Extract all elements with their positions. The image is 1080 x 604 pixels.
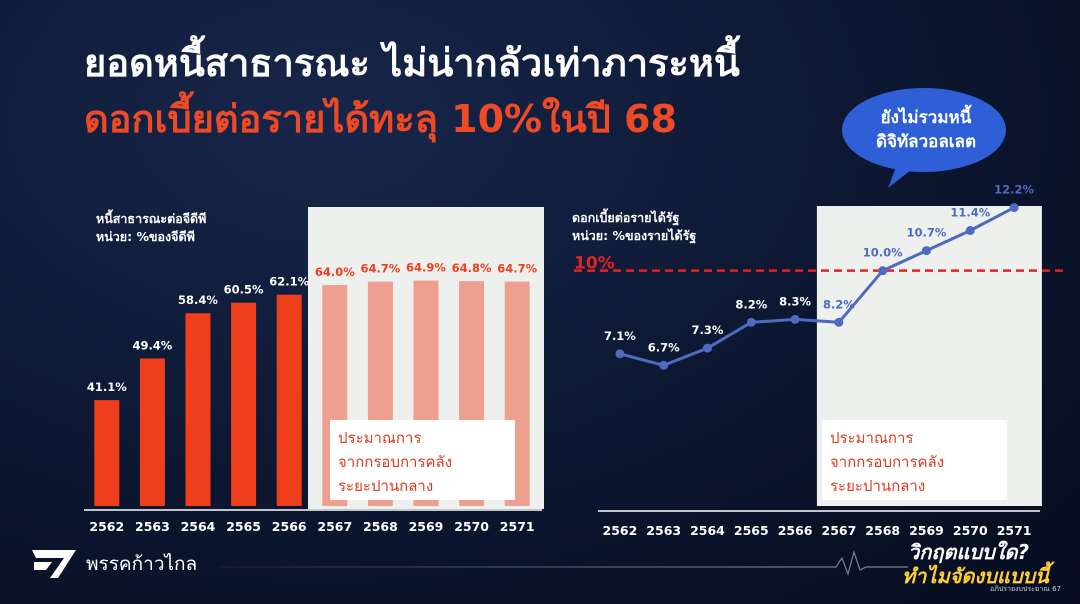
badge-line-1: วิกฤตแบบใด? [908,540,1030,564]
line-data-label-2566: 8.3% [779,294,811,308]
bar-data-label-2570: 64.8% [452,261,492,275]
bar-tick-2563: 2563 [135,519,170,534]
bar-tick-2566: 2566 [272,519,307,534]
line-data-label-2565: 8.2% [735,297,767,311]
party-name: พรรคก้าวไกล [86,553,198,575]
bar-chart-label-1: หนี้สาธารณะต่อจีดีพี [96,209,206,226]
bar-forecast-note-box [330,420,515,500]
bar-data-label-2571: 64.7% [497,262,537,276]
line-point-2568 [878,266,888,276]
line-data-label-2570: 11.4% [950,206,990,220]
campaign-badge: วิกฤตแบบใด? ทำไมจัดงบแบบนี้ อภิปรายงบประ… [902,532,1070,596]
threshold-label: 10% [574,254,615,274]
line-point-2564 [703,343,712,353]
line-data-label-2563: 6.7% [648,340,680,354]
bar-2565 [231,302,257,506]
line-forecast-note-2: จากกรอบการคลัง [830,453,944,471]
line-point-2570 [965,226,975,236]
line-forecast-note-3: ระยะปานกลาง [830,477,925,495]
line-data-label-2568: 10.0% [863,246,903,260]
decorative-pulse-line [218,549,908,576]
bar-tick-2562: 2562 [89,519,124,534]
title-line-1: ยอดหนี้สาธารณะ ไม่น่ากลัวเท่าภาระหนี้ [84,41,740,85]
bar-tick-2569: 2569 [409,519,444,534]
line-tick-2571: 2571 [997,523,1032,538]
speech-bubble: ยังไม่รวมหนี้ ดิจิทัลวอลเลต [838,84,1014,188]
line-chart-label-1: ดอกเบี้ยต่อรายได้รัฐ [572,208,680,226]
badge-line-2: ทำไมจัดงบแบบนี้ [902,564,1049,588]
line-data-label-2569: 10.7% [907,226,947,240]
bar-tick-2565: 2565 [226,519,261,534]
bar-2562 [94,400,120,506]
party-logo-icon [32,550,76,578]
bar-data-label-2569: 64.9% [406,261,446,275]
bar-data-label-2568: 64.7% [360,262,400,276]
line-point-2565 [746,317,756,327]
bar-tick-2567: 2567 [317,519,352,534]
line-tick-2570: 2570 [953,523,988,538]
bar-chart-label-2: หน่วย: %ของจีดีพี [96,229,195,244]
bubble-line-2: ดิจิทัลวอลเลต [875,132,977,152]
line-point-2563 [659,360,669,370]
bar-tick-2570: 2570 [454,519,489,534]
bar-2566 [276,294,302,506]
bar-2564 [185,313,211,506]
bar-forecast-note-3: ระยะปานกลาง [338,477,433,495]
bar-data-label-2567: 64.0% [315,265,355,279]
line-point-2562 [615,349,625,359]
bar-tick-2564: 2564 [181,519,216,534]
line-data-label-2564: 7.3% [692,323,724,337]
line-data-label-2567: 8.2% [823,297,855,311]
line-tick-2564: 2564 [690,523,725,538]
bar-tick-2568: 2568 [363,519,398,534]
bar-data-label-2566: 62.1% [269,275,309,289]
line-point-2569 [922,246,931,256]
bar-forecast-note-2: จากกรอบการคลัง [338,453,452,471]
line-tick-2562: 2562 [603,523,638,538]
line-tick-2566: 2566 [778,523,813,538]
line-series [619,206,1015,367]
line-tick-2565: 2565 [734,523,769,538]
speech-bubble-shape [842,88,1006,188]
party-logo: พรรคก้าวไกล [30,544,197,584]
line-tick-2563: 2563 [646,523,681,538]
line-tick-2569: 2569 [909,523,944,538]
title-line-2: ดอกเบี้ยต่อรายได้ทะลุ 10%ในปี 68 [84,97,677,141]
line-point-2571 [1009,203,1019,213]
badge-line-3: อภิปรายงบประมาณ 67 [990,585,1062,593]
bar-forecast-note-1: ประมาณการ [338,429,421,447]
line-forecast-note-1: ประมาณการ [830,429,913,447]
bar-data-label-2563: 49.4% [132,338,172,352]
line-tick-2567: 2567 [822,523,857,538]
line-tick-2568: 2568 [865,523,900,538]
bar-data-label-2562: 41.1% [87,380,127,394]
bubble-line-1: ยังไม่รวมหนี้ [880,108,972,128]
line-point-2567 [834,317,844,327]
bar-data-label-2565: 60.5% [224,283,264,297]
line-data-label-2571: 12.2% [994,183,1034,197]
line-data-label-2562: 7.1% [604,329,636,343]
bar-tick-2571: 2571 [500,519,535,534]
line-chart-label-2: หน่วย: %ของรายได้รัฐ [572,228,696,244]
bar-2563 [139,358,165,506]
line-point-2566 [790,314,800,324]
bar-data-label-2564: 58.4% [178,293,218,307]
line-forecast-note-box [822,420,1007,500]
